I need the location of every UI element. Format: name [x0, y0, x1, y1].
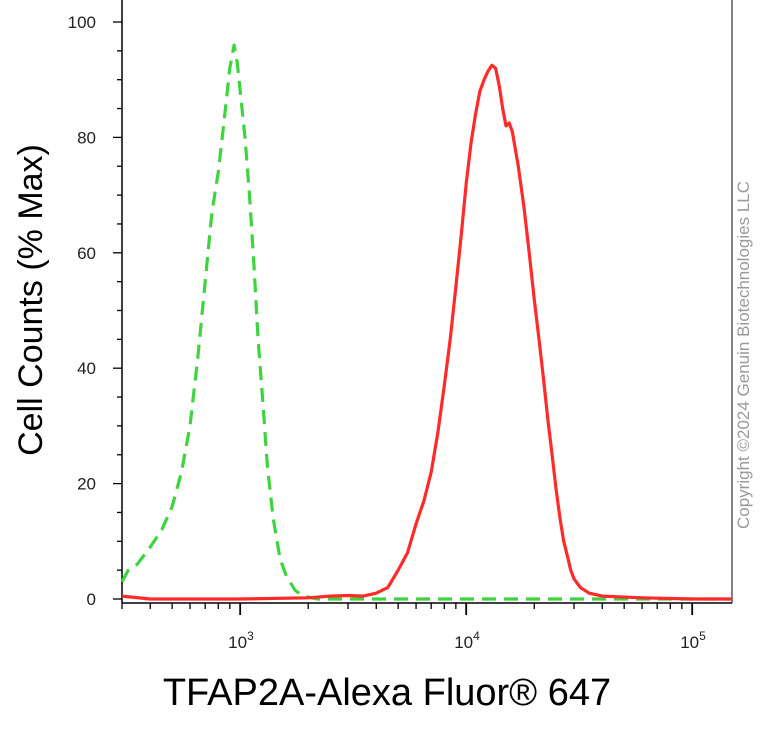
x-axis-label: TFAP2A-Alexa Fluor® 647	[163, 672, 611, 714]
series-line-0	[120, 43, 732, 601]
y-tick-label: 100	[68, 13, 96, 32]
series-line-1	[121, 63, 732, 601]
x-tick-label: 104	[454, 629, 480, 652]
y-tick-label: 60	[77, 244, 96, 263]
copyright-watermark: Copyright ©2024 Genuin Biotechnologies L…	[734, 181, 753, 529]
x-axis-ticks: 103 104 105	[121, 603, 706, 652]
y-tick-label: 80	[77, 128, 96, 147]
y-axis-ticks: 0 20 40 60 80 100	[68, 13, 122, 609]
y-tick-label: 40	[77, 359, 96, 378]
plot-frame	[121, 0, 733, 604]
series-layer	[120, 43, 732, 601]
x-tick-label: 105	[680, 629, 706, 652]
x-tick-label: 103	[228, 629, 254, 652]
y-tick-label: 20	[77, 475, 96, 494]
y-tick-label: 0	[87, 590, 96, 609]
y-axis-label: Cell Counts (% Max)	[12, 144, 50, 456]
